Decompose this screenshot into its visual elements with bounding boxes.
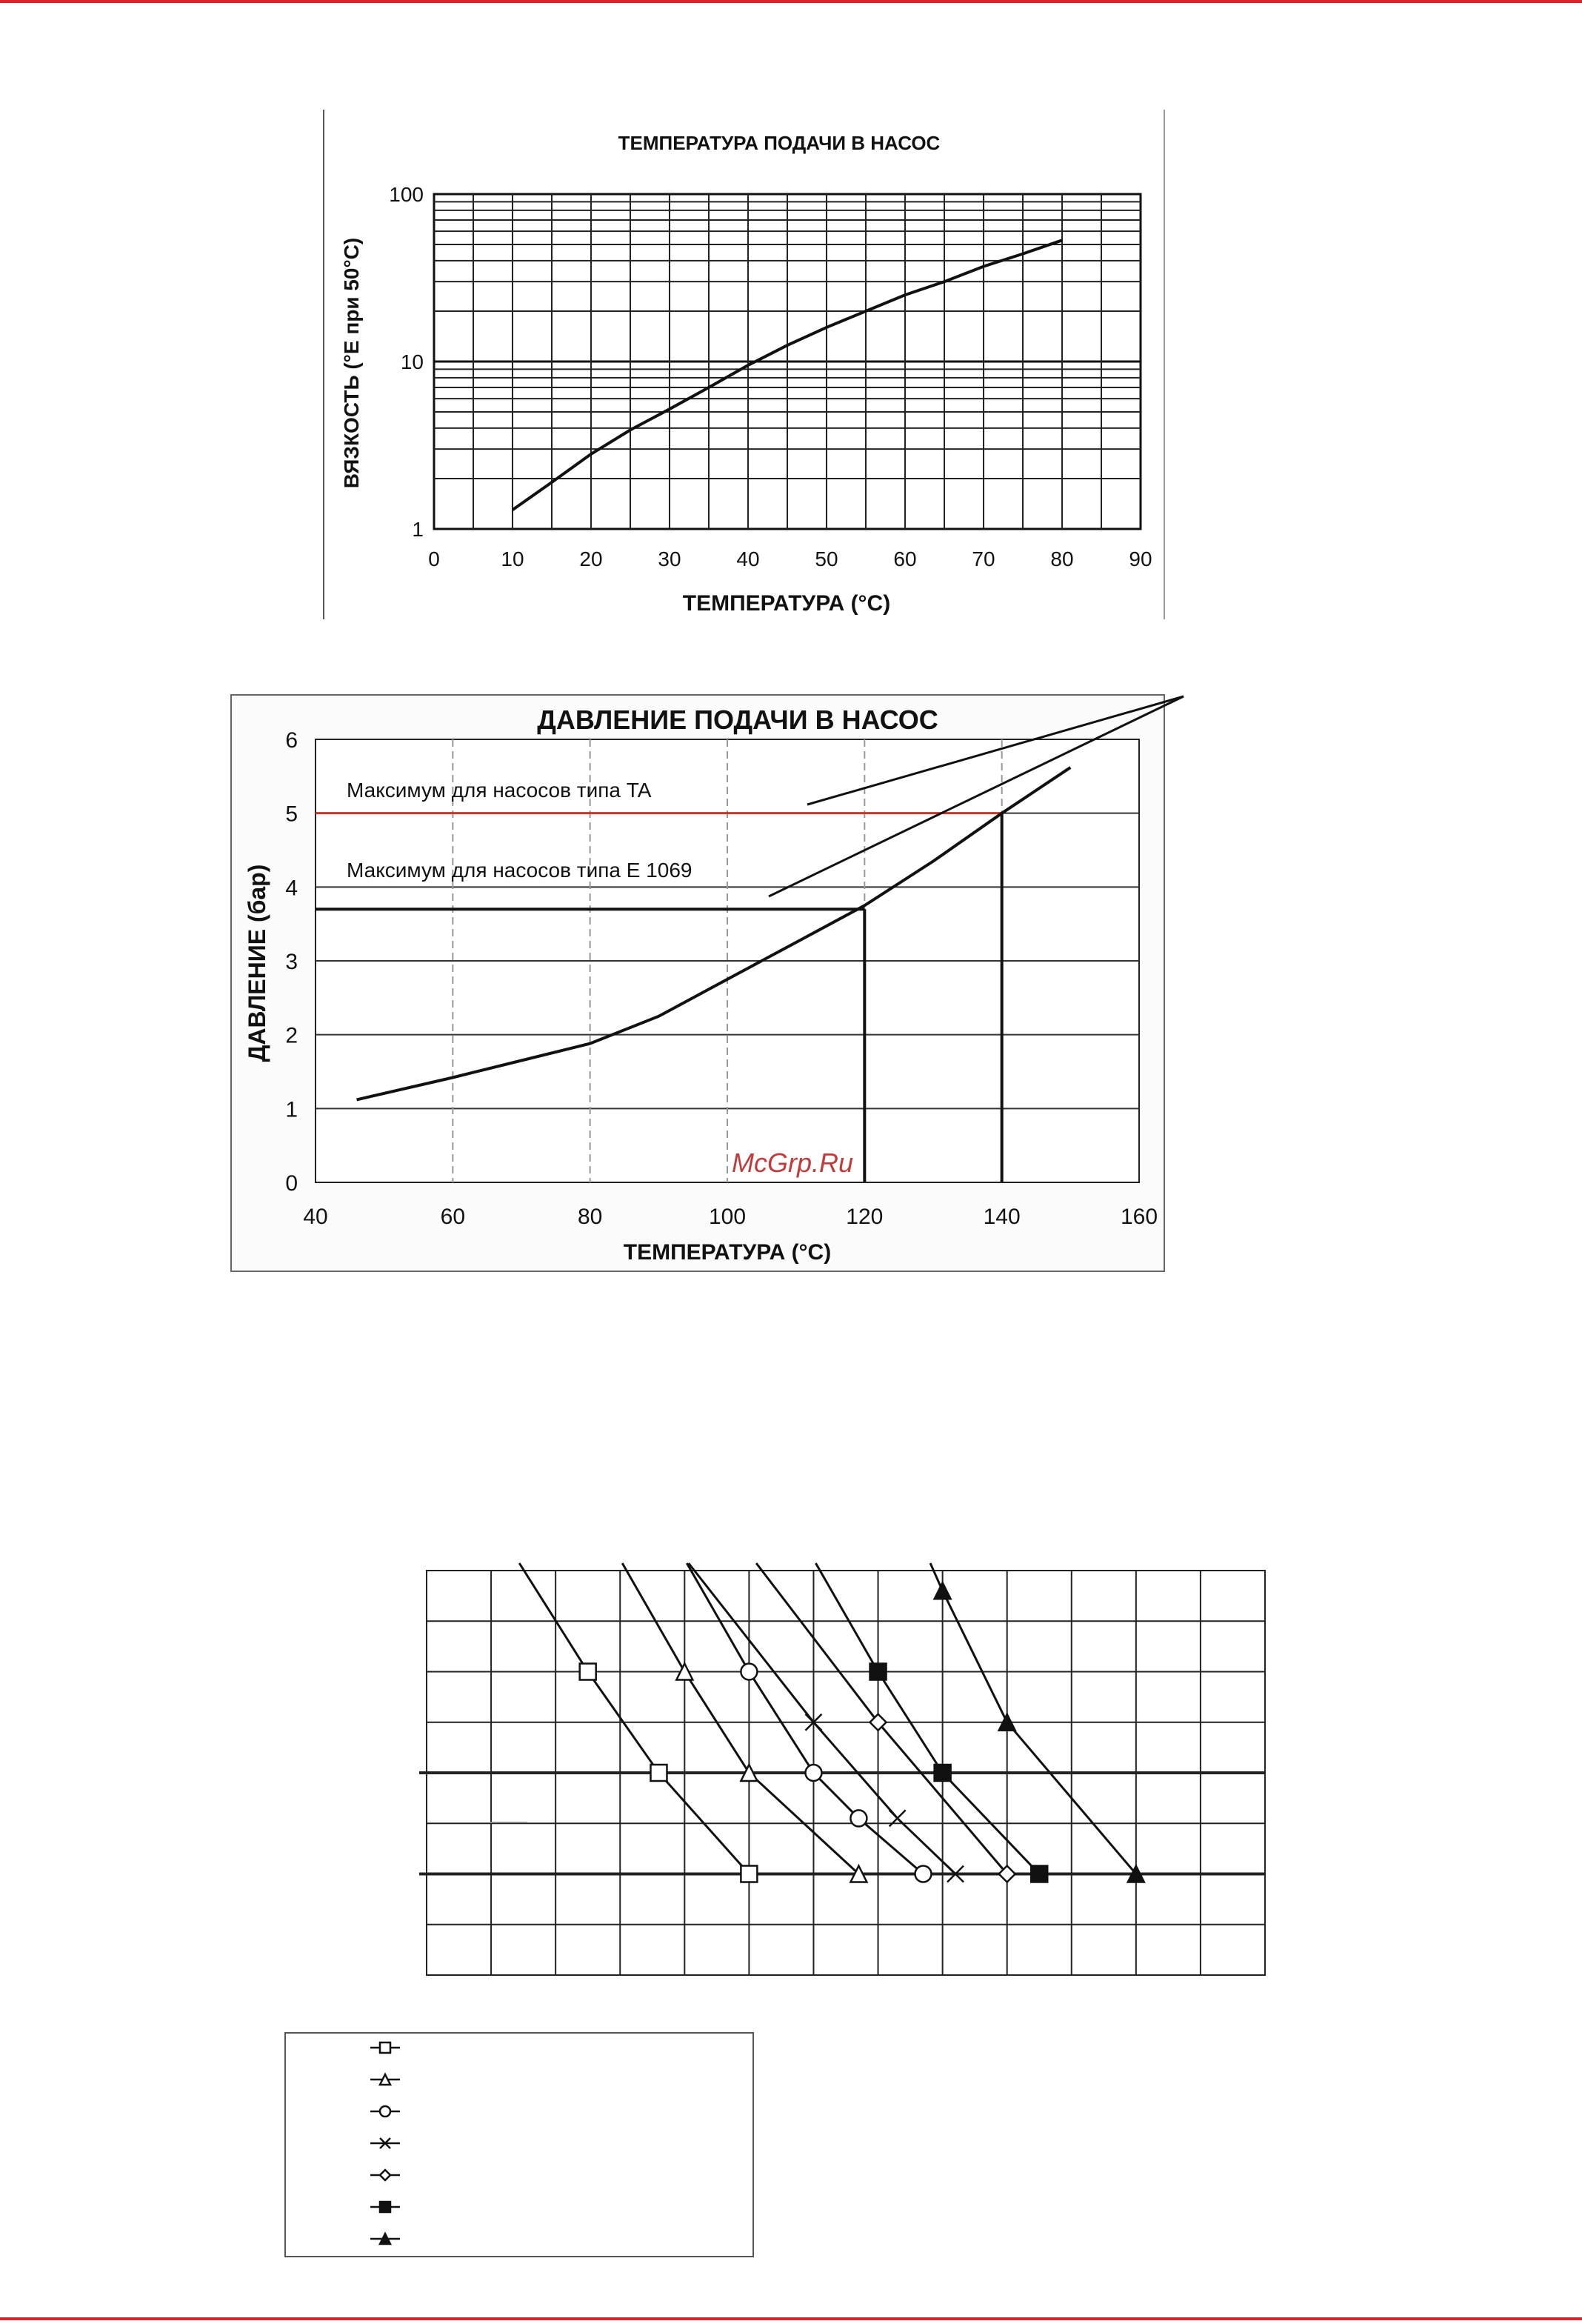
pressure-y-tick-label: 0 [285, 1171, 298, 1196]
annotation-e1069: Максимум для насосов типа E 1069 [347, 859, 692, 882]
family-marker-s3 [804, 1763, 823, 1782]
pressure-x-tick-label: 60 [441, 1205, 465, 1229]
family-series [518, 1562, 1146, 1884]
family-marker-s7 [932, 1580, 952, 1600]
legend-marker-s2 [378, 2072, 393, 2086]
family-curve-s4 [687, 1562, 957, 1875]
family-marker-s2 [739, 1762, 759, 1782]
pressure-y-tick-label: 3 [285, 950, 298, 974]
viscosity-chart-title: ТЕМПЕРАТУРА ПОДАЧИ В НАСОС [618, 132, 941, 154]
pressure-y-tick-label: 4 [285, 876, 298, 900]
family-marker-s5 [868, 1712, 888, 1732]
viscosity-x-tick-label: 70 [972, 547, 995, 570]
pressure-limit-lines [316, 812, 1004, 1182]
legend-marker-s7 [378, 2231, 393, 2245]
family-marker-s4 [888, 1809, 907, 1828]
leader-line-ta [807, 695, 1184, 806]
pressure-x-label: ТЕМПЕРАТУРА (°C) [624, 1240, 831, 1265]
family-curve-s6 [815, 1562, 1041, 1875]
viscosity-x-tick-label: 0 [428, 547, 440, 570]
pressure-chart-title: ДАВЛЕНИЕ ПОДАЧИ В НАСОС [537, 705, 938, 735]
family-marker-s3 [914, 1865, 932, 1883]
pressure-x-tick-label: 140 [984, 1205, 1021, 1229]
legend-marker-s4-stroke [379, 2137, 391, 2149]
family-marker-s5 [997, 1864, 1017, 1884]
annotation-ta: Максимум для насосов типа TA [347, 779, 652, 802]
pressure-y-tick-label: 6 [285, 728, 298, 753]
legend [284, 2032, 754, 2257]
pressure-x-tick-label: 120 [846, 1205, 883, 1229]
pressure-y-tick-label: 1 [285, 1097, 298, 1122]
viscosity-y-tick-label: 100 [389, 183, 424, 206]
family-curve-s2 [621, 1562, 860, 1875]
pressure-x-tick-label: 160 [1121, 1205, 1158, 1229]
family-marker-s4-stroke [888, 1809, 907, 1828]
family-marker-s1 [740, 1865, 758, 1883]
legend-items [370, 2041, 400, 2245]
family-marker-s1 [650, 1763, 668, 1782]
family-marker-s6 [869, 1662, 887, 1681]
pressure-y-ticks: 0 1 2 3 4 5 6 [285, 728, 298, 1196]
viscosity-y-tick-label: 1 [412, 518, 424, 541]
pressure-x-tick-label: 100 [709, 1205, 746, 1229]
family-marker-s4 [947, 1865, 964, 1883]
pressure-x-tick-label: 40 [303, 1205, 327, 1229]
viscosity-y-tick-label: 10 [401, 350, 424, 373]
family-marker-s2 [849, 1863, 869, 1883]
viscosity-x-tick-label: 90 [1129, 547, 1152, 570]
viscosity-chart: ТЕМПЕРАТУРА ПОДАЧИ В НАСОС 0 10 20 30 40 50 60… [323, 110, 1165, 619]
family-marker-s6 [933, 1763, 952, 1782]
bottom-rule [0, 2317, 1582, 2320]
family-curve-s1 [518, 1562, 750, 1875]
family-marker-s4-stroke [804, 1713, 823, 1731]
leader-line-e1069 [768, 695, 1184, 898]
top-rule [0, 0, 1582, 3]
family-curve-s7 [929, 1562, 1137, 1875]
viscosity-y-label: ВЯЗКОСТЬ (°E при 50°C) [340, 238, 363, 488]
viscosity-x-tick-label: 40 [736, 547, 759, 570]
family-marker-s6 [1029, 1865, 1049, 1883]
family-marker-s2 [675, 1661, 695, 1681]
legend-marker-s4 [379, 2137, 391, 2149]
family-marker-s1 [578, 1662, 597, 1681]
family-marker-s4-stroke [947, 1865, 964, 1883]
family-marker-s3 [850, 1809, 868, 1828]
viscosity-grid [433, 193, 1142, 530]
pressure-chart: ДАВЛЕНИЕ ПОДАЧИ В НАСОС 40 60 80 100 120 140 1… [230, 694, 1184, 1272]
pressure-x-tick-label: 80 [578, 1205, 602, 1229]
pressure-y-tick-label: 5 [285, 802, 298, 827]
family-grid [419, 1570, 1266, 1976]
legend-marker-s6 [378, 2200, 392, 2214]
family-marker-s7 [997, 1711, 1017, 1731]
legend-marker-s1 [378, 2041, 392, 2054]
watermark: McGrp.Ru [732, 1148, 853, 1178]
pressure-y-label: ДАВЛЕНИЕ (бар) [244, 865, 270, 1062]
viscosity-x-tick-label: 80 [1050, 547, 1073, 570]
viscosity-x-tick-label: 10 [501, 547, 524, 570]
family-chart [419, 1562, 1266, 1976]
viscosity-x-tick-label: 60 [893, 547, 916, 570]
pressure-y-tick-label: 2 [285, 1024, 298, 1048]
viscosity-curve [511, 239, 1063, 511]
viscosity-x-tick-label: 50 [815, 547, 838, 570]
pressure-x-ticks: 40 60 80 100 120 140 160 [303, 1205, 1158, 1229]
legend-marker-s3 [378, 2105, 392, 2118]
viscosity-x-label: ТЕМПЕРАТУРА (°C) [683, 591, 890, 616]
viscosity-x-ticks: 0 10 20 30 40 50 60 70 80 90 [428, 547, 1152, 570]
family-marker-s3 [740, 1662, 758, 1681]
viscosity-y-ticks: 1 10 100 [389, 183, 424, 541]
pressure-curve [356, 766, 1072, 1102]
family-curve-s3 [685, 1562, 924, 1875]
family-marker-s7 [1126, 1863, 1146, 1883]
viscosity-x-tick-label: 30 [658, 547, 681, 570]
viscosity-x-tick-label: 20 [579, 547, 602, 570]
legend-box [284, 2032, 754, 2257]
family-marker-s4 [804, 1713, 823, 1731]
legend-marker-s5 [378, 2168, 392, 2182]
